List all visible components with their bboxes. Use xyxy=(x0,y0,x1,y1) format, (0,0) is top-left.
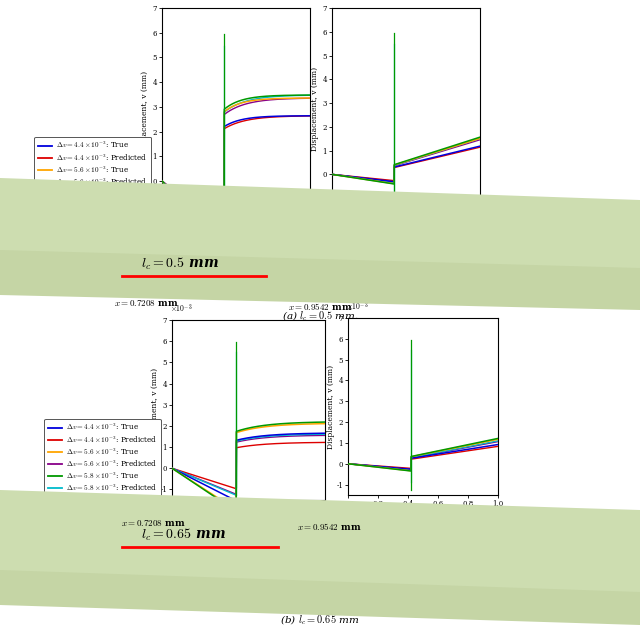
Text: $\times10^{-3}$: $\times10^{-3}$ xyxy=(161,0,183,2)
Text: $y$: $y$ xyxy=(18,249,25,259)
X-axis label: Height from the base in y-direction(mm): Height from the base in y-direction(mm) xyxy=(171,514,326,522)
Text: $y$: $y$ xyxy=(18,551,25,561)
Text: (b) $l_c = 0.65$ mm: (b) $l_c = 0.65$ mm xyxy=(280,614,360,627)
Legend: $\Delta v = 4.4 \times 10^{-3}$: True, $\Delta v = 4.4 \times 10^{-3}$: Predicte: $\Delta v = 4.4 \times 10^{-3}$: True, $… xyxy=(44,418,161,496)
Y-axis label: Displacement, v (mm): Displacement, v (mm) xyxy=(141,71,149,155)
Y-axis label: Displacement, v (mm): Displacement, v (mm) xyxy=(327,364,335,449)
Text: $x$: $x$ xyxy=(18,517,25,525)
Text: $x = 0.9542$ mm: $x = 0.9542$ mm xyxy=(298,522,362,532)
Text: $x = 0.9542$ mm: $x = 0.9542$ mm xyxy=(288,301,352,312)
X-axis label: Height from the base in y-direction(mm): Height from the base in y-direction(mm) xyxy=(159,232,314,240)
Text: $\times10^{-3}$: $\times10^{-3}$ xyxy=(330,0,353,2)
X-axis label: Height from the base in y-direction(mm): Height from the base in y-direction(mm) xyxy=(346,509,500,517)
Text: $\times10^{-3}$: $\times10^{-3}$ xyxy=(346,300,369,312)
Text: $l_c = 0.65$ mm: $l_c = 0.65$ mm xyxy=(141,527,226,543)
Text: $l_c = 0.5$ mm: $l_c = 0.5$ mm xyxy=(141,256,219,272)
Legend: $\Delta v = 4.4 \times 10^{-3}$: True, $\Delta v = 4.4 \times 10^{-3}$: Predicte: $\Delta v = 4.4 \times 10^{-3}$: True, $… xyxy=(35,137,151,214)
Y-axis label: Displacement, v (mm): Displacement, v (mm) xyxy=(311,67,319,151)
Text: (a) $l_c = 0.5$ mm.: (a) $l_c = 0.5$ mm. xyxy=(282,309,358,323)
Text: $x = 0.7208$ mm: $x = 0.7208$ mm xyxy=(114,297,178,307)
Y-axis label: Displacement, v (mm): Displacement, v (mm) xyxy=(151,368,159,452)
Text: $\times10^{-3}$: $\times10^{-3}$ xyxy=(170,302,193,314)
Text: $x = 0.7208$ mm: $x = 0.7208$ mm xyxy=(122,518,186,528)
Text: $x$: $x$ xyxy=(18,214,25,223)
X-axis label: Height from the base in y-direction(mm): Height from the base in y-direction(mm) xyxy=(328,224,484,232)
